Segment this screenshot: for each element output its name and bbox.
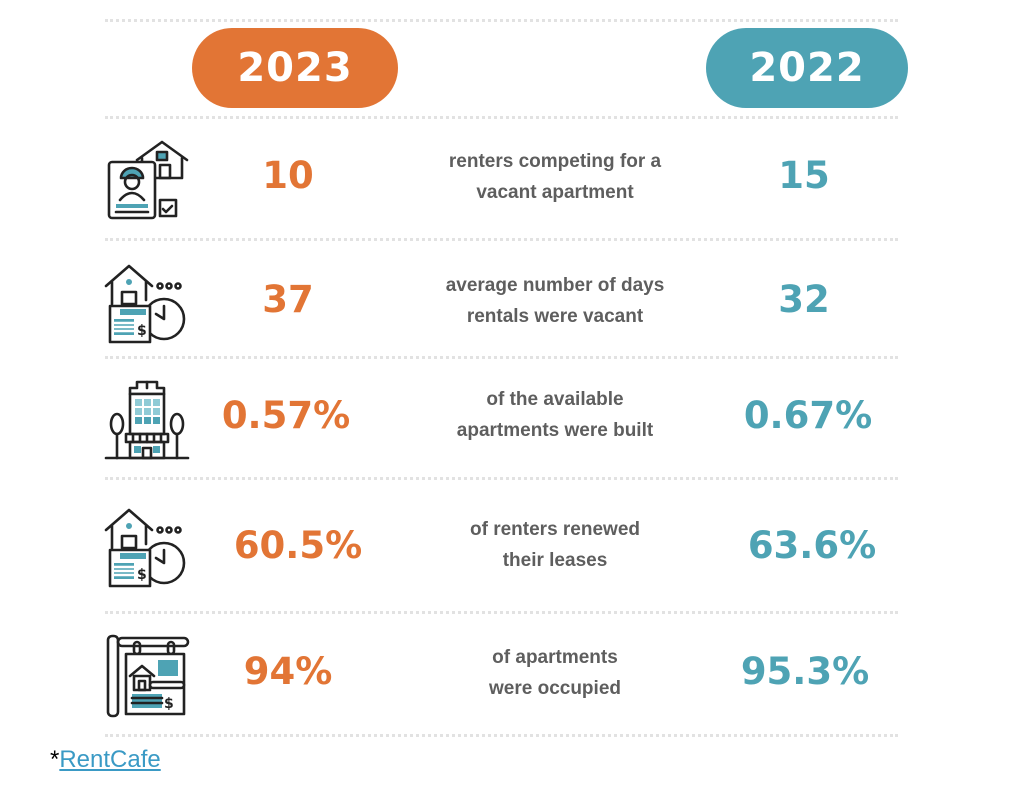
description-line: renters competing for a <box>448 151 662 172</box>
description-line: of the available <box>486 389 624 410</box>
value-2022: 32 <box>778 278 830 321</box>
year-2022-label: 2022 <box>749 45 865 91</box>
value-2023: 94% <box>243 650 333 693</box>
value-2023: 10 <box>262 154 314 197</box>
value-2023: 0.57% <box>221 394 351 437</box>
divider <box>105 356 898 359</box>
description-line: of renters renewed <box>470 519 640 540</box>
svg-text:$: $ <box>164 696 174 712</box>
stat-description: of apartments were occupied <box>400 642 710 704</box>
divider <box>105 116 898 119</box>
value-2022: 0.67% <box>743 394 873 437</box>
source-link-rentcafe[interactable]: RentCafe <box>59 746 161 773</box>
renter-application-house-icon <box>102 132 192 222</box>
description-line: rentals were vacant <box>466 306 644 327</box>
year-2023-pill: 2023 <box>192 28 398 108</box>
stat-description: renters competing for a vacant apartment <box>400 146 710 208</box>
apartment-building-icon <box>102 372 192 462</box>
divider <box>105 238 898 241</box>
description-line: were occupied <box>489 678 621 699</box>
divider <box>105 734 898 737</box>
house-rent-clock-icon: $ <box>102 256 192 346</box>
description-line: vacant apartment <box>476 182 634 203</box>
description-line: of apartments <box>492 647 618 668</box>
stat-description: of the available apartments were built <box>400 384 710 446</box>
stat-description: average number of days rentals were vaca… <box>400 270 710 332</box>
value-2023: 37 <box>262 278 314 321</box>
stat-row-occupied: $ 94% of apartments were occupied 95.3% <box>100 624 910 729</box>
value-2023: 60.5% <box>233 524 363 567</box>
value-2022: 95.3% <box>740 650 870 693</box>
stat-row-apartments-built: 0.57% of the available apartments were b… <box>100 370 910 470</box>
divider <box>105 19 898 22</box>
for-rent-sign-icon: $ <box>102 630 192 720</box>
description-line: their leases <box>502 550 608 571</box>
stat-row-days-vacant: $ 37 average number of days rentals were… <box>100 254 910 354</box>
divider <box>105 477 898 480</box>
svg-text:$: $ <box>137 323 147 339</box>
stat-row-renewed-leases: $ 60.5% of renters renewed their leases … <box>100 496 910 606</box>
divider <box>105 611 898 614</box>
description-line: apartments were built <box>456 420 654 441</box>
year-2022-pill: 2022 <box>706 28 908 108</box>
value-2022: 63.6% <box>747 524 877 567</box>
source-citation: *RentCafe <box>50 746 161 774</box>
stat-description: of renters renewed their leases <box>400 514 710 576</box>
source-asterisk: * <box>50 746 60 773</box>
stat-row-renters-competing: 10 renters competing for a vacant apartm… <box>100 130 910 230</box>
house-rent-clock-icon: $ <box>102 500 192 590</box>
year-2023-label: 2023 <box>237 45 353 91</box>
value-2022: 15 <box>778 154 830 197</box>
description-line: average number of days <box>445 275 665 296</box>
svg-text:$: $ <box>137 567 147 583</box>
